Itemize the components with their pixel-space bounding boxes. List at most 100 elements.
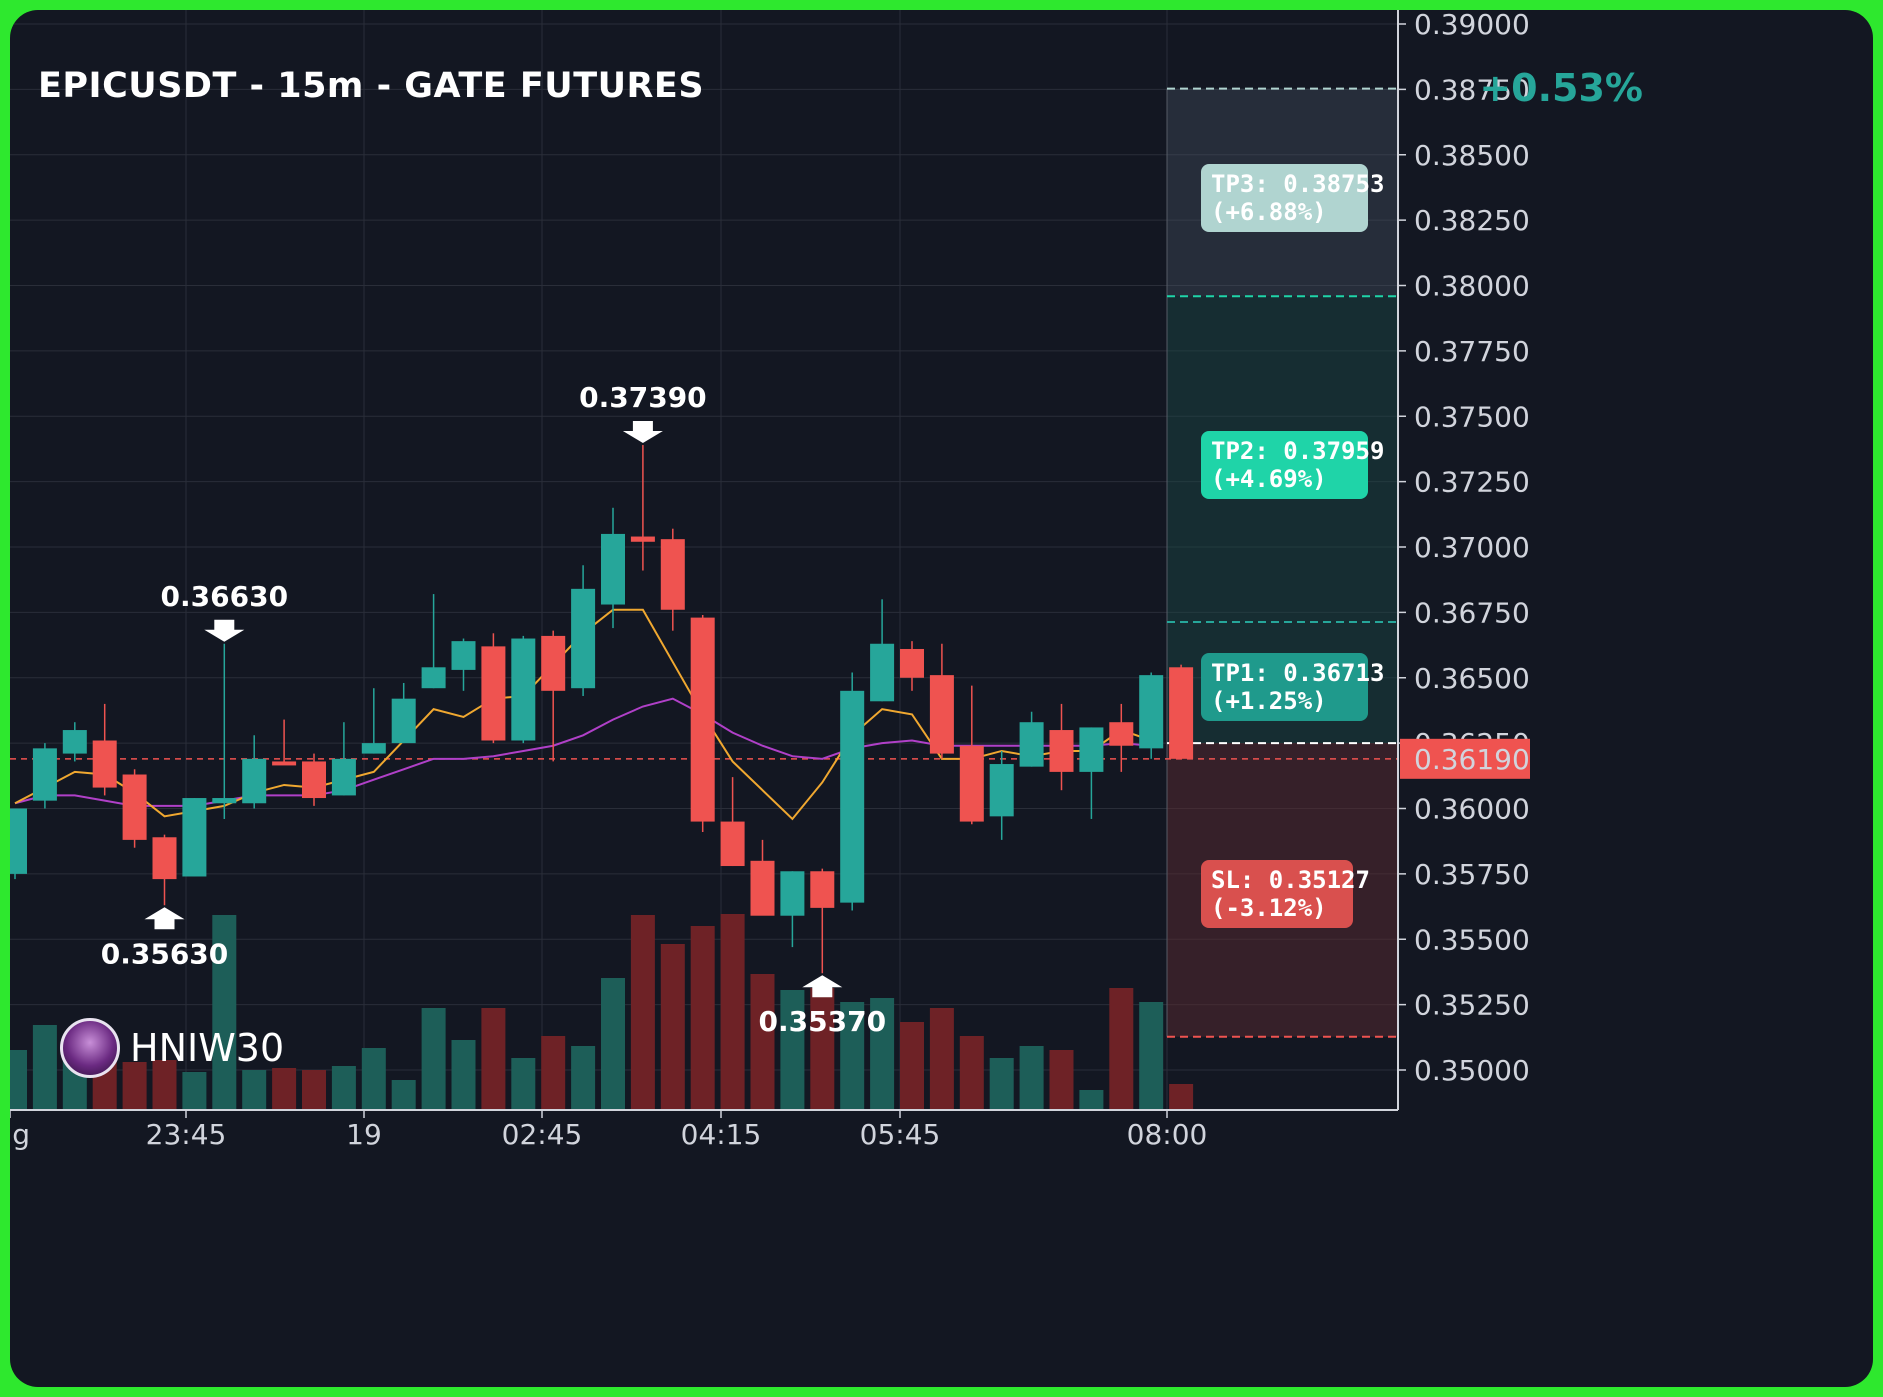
- author-watermark: HNIW30: [60, 1018, 284, 1078]
- candle-body: [900, 648, 924, 678]
- volume-bar: [361, 1048, 386, 1110]
- volume-bar: [302, 1070, 326, 1110]
- candle-body: [122, 774, 147, 840]
- volume-bar: [1169, 1084, 1194, 1110]
- y-tick-label: 0.38500: [1414, 139, 1530, 172]
- candle-body: [810, 871, 835, 908]
- candle-body: [571, 588, 596, 689]
- volume-bar: [989, 1058, 1014, 1110]
- y-tick-label: 0.35250: [1414, 989, 1530, 1022]
- volume-bar: [601, 978, 625, 1110]
- candle-body: [331, 758, 356, 796]
- volume-bar: [1019, 1046, 1044, 1110]
- candle-body: [212, 798, 237, 804]
- candle-body: [601, 533, 625, 605]
- price-chart[interactable]: 0.36630 0.35630 0.37390 0.35370 0.39000 0.38…: [10, 10, 1873, 1387]
- candle-body: [62, 730, 87, 754]
- candle-body: [1019, 722, 1044, 767]
- x-tick-label: 19: [346, 1118, 382, 1151]
- volume-bar: [391, 1080, 416, 1110]
- candle-body: [780, 871, 805, 916]
- avatar: [60, 1018, 120, 1078]
- percent-change: +0.53%: [1479, 66, 1643, 110]
- y-tick-label: 0.37750: [1414, 335, 1530, 368]
- candle-body: [720, 821, 745, 867]
- volume-bar: [780, 990, 805, 1110]
- candle-body: [1139, 675, 1164, 749]
- candle-body: [750, 860, 775, 916]
- x-tick-label: 05:45: [860, 1118, 941, 1151]
- volume-bar: [272, 1068, 297, 1110]
- candle-body: [630, 536, 655, 542]
- trade-zones: [10, 87, 1398, 1038]
- volume-bar: [242, 1070, 267, 1110]
- volume-bar: [900, 1022, 924, 1110]
- candle-body: [421, 667, 446, 689]
- volume-bar: [720, 914, 745, 1110]
- y-tick-label: 0.38250: [1414, 204, 1530, 237]
- y-tick-label: 0.38750: [1414, 73, 1530, 106]
- volume-bar: [1049, 1050, 1074, 1110]
- candle-body: [1079, 727, 1104, 772]
- volume-bar: [451, 1040, 476, 1110]
- candles: [10, 445, 1194, 974]
- volume-bar: [870, 998, 895, 1110]
- candle-body: [361, 743, 386, 754]
- x-tick-label: 04:15: [681, 1118, 762, 1151]
- volume-bar: [750, 974, 775, 1110]
- y-tick-label: 0.35000: [1414, 1054, 1530, 1087]
- current-price-tag: [1400, 738, 1530, 779]
- price-annotations: 0.36630 0.35630 0.37390 0.35370: [101, 381, 886, 1038]
- high-annotation: 0.36630: [161, 580, 289, 613]
- candle-body: [242, 758, 267, 804]
- x-tick-label: 02:45: [502, 1118, 583, 1151]
- candle-body: [929, 675, 954, 754]
- candle-body: [10, 808, 27, 874]
- candle-body: [182, 798, 207, 877]
- volume-bar: [32, 1025, 57, 1110]
- y-tick-label: 0.38000: [1414, 270, 1530, 303]
- volume-bar: [810, 988, 835, 1110]
- candle-body: [870, 643, 895, 702]
- volume-bar: [660, 944, 685, 1110]
- arrow-up-icon: [144, 907, 185, 930]
- tp1-label: TP1: 0.36713 (+1.25%): [1201, 653, 1384, 721]
- volume-bar: [1079, 1090, 1104, 1110]
- arrow-up-icon: [802, 975, 843, 998]
- y-tick-label: 0.39000: [1414, 10, 1530, 41]
- tp2-label: TP2: 0.37959 (+4.69%): [1201, 431, 1384, 499]
- volume-bar: [212, 915, 237, 1110]
- volume-bar: [840, 1002, 865, 1110]
- candle-body: [302, 761, 326, 799]
- tp3-label: TP3: 0.38753 (+6.88%): [1201, 164, 1384, 232]
- volume-bar: [1139, 1002, 1164, 1110]
- candle-body: [1109, 722, 1134, 746]
- volume-bar: [929, 1008, 954, 1110]
- y-tick-label: 0.36000: [1414, 793, 1530, 826]
- y-tick-label: 0.37000: [1414, 531, 1530, 564]
- volume-bar: [331, 1066, 356, 1110]
- volume-bar: [541, 1036, 566, 1110]
- x-tick-label: 23:45: [146, 1118, 227, 1151]
- candle-body: [690, 617, 715, 822]
- chart-frame: 0.36630 0.35630 0.37390 0.35370 0.39000 0.38…: [10, 10, 1873, 1387]
- volume-bar: [481, 1008, 506, 1110]
- volume-bar: [511, 1058, 536, 1110]
- candle-body: [959, 745, 984, 822]
- volume-bar: [152, 1060, 177, 1110]
- arrow-down-icon: [622, 421, 663, 444]
- high-annotation: 0.37390: [579, 381, 707, 414]
- y-tick-label: 0.37500: [1414, 400, 1530, 433]
- candle-body: [989, 764, 1014, 817]
- candle-body: [32, 748, 57, 801]
- x-tick-label: 08:00: [1127, 1118, 1208, 1151]
- x-tick-label: ug: [10, 1118, 30, 1151]
- y-tick-label: 0.36500: [1414, 662, 1530, 695]
- candle-body: [840, 690, 865, 903]
- volume-bar: [1109, 988, 1134, 1110]
- volume-bar: [690, 926, 715, 1110]
- sl-label: SL: 0.35127 (-3.12%): [1201, 860, 1370, 928]
- candle-body: [1169, 667, 1194, 759]
- candle-body: [660, 539, 685, 610]
- candle-body: [152, 837, 177, 880]
